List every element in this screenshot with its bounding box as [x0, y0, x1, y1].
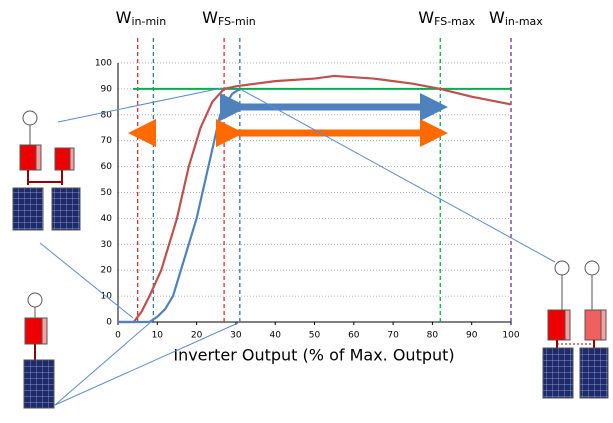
system-icon: [543, 261, 608, 398]
x-tick-label: 90: [466, 331, 478, 341]
marker-label: WFS-max: [418, 8, 475, 29]
y-tick-label: 30: [101, 240, 113, 250]
marker-label: WFS-min: [202, 8, 256, 29]
x-axis-label: Inverter Output (% of Max. Output): [173, 346, 454, 365]
marker-label-base: W: [202, 8, 218, 27]
y-tick-label: 100: [95, 59, 112, 69]
x-tick-label: 30: [230, 331, 242, 341]
x-tick-label: 100: [502, 331, 519, 341]
chart: 0102030405060708090100010203040506070809…: [0, 0, 613, 423]
x-tick-label: 40: [269, 331, 281, 341]
marker-label: Win-min: [116, 8, 167, 29]
x-tick-label: 10: [152, 331, 164, 341]
y-tick-label: 50: [101, 188, 113, 198]
marker-label-base: W: [418, 8, 434, 27]
y-tick-label: 60: [101, 162, 113, 172]
x-tick-label: 50: [309, 331, 321, 341]
y-tick-label: 40: [101, 214, 113, 224]
plot-area: 0102030405060708090100010203040506070809…: [95, 8, 543, 341]
marker-label-sub: FS-max: [434, 15, 476, 28]
x-tick-label: 70: [387, 331, 399, 341]
y-tick-label: 70: [101, 136, 113, 146]
marker-label-base: W: [116, 8, 132, 27]
y-tick-label: 20: [101, 266, 113, 276]
x-tick-label: 20: [191, 331, 203, 341]
marker-label-sub: in-max: [505, 15, 543, 28]
marker-label-base: W: [489, 8, 505, 27]
system-icon: [24, 293, 54, 408]
system-icon: [13, 111, 80, 230]
marker-label-sub: FS-min: [218, 15, 256, 28]
x-tick-label: 80: [427, 331, 439, 341]
x-tick-label: 0: [115, 331, 121, 341]
marker-label-sub: in-min: [131, 15, 166, 28]
y-tick-label: 90: [101, 84, 113, 94]
x-tick-label: 60: [348, 331, 360, 341]
marker-label: Win-max: [489, 8, 543, 29]
y-tick-label: 0: [106, 318, 112, 328]
